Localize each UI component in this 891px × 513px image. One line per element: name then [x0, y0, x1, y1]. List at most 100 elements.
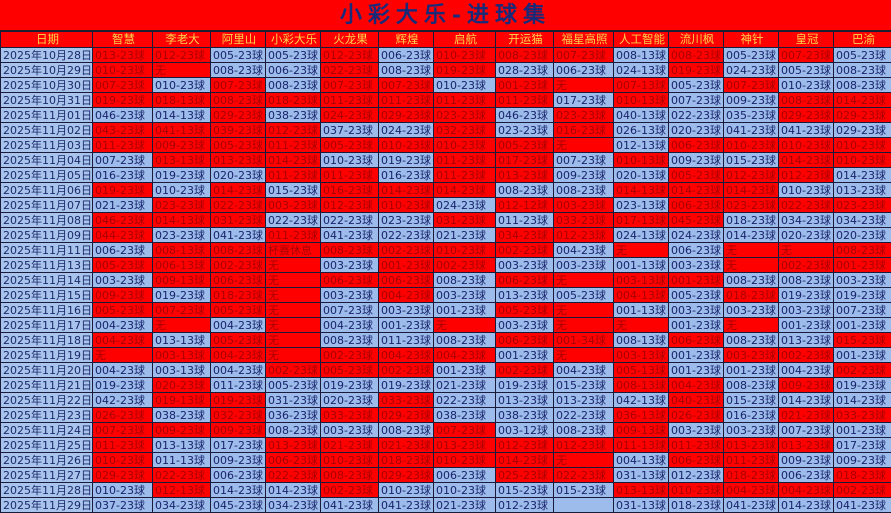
result-cell[interactable]: 006-23球 — [93, 243, 153, 258]
result-cell[interactable]: 033-23球 — [379, 393, 434, 408]
result-cell[interactable]: 038-23球 — [434, 408, 496, 423]
result-cell[interactable]: 021-23球 — [434, 228, 496, 243]
result-cell[interactable]: 040-23球 — [669, 393, 724, 408]
result-cell[interactable]: 003-23球 — [496, 258, 554, 273]
result-cell[interactable]: 014-23球 — [211, 483, 266, 498]
result-cell[interactable]: 005-23球 — [211, 333, 266, 348]
result-cell[interactable]: 007-23球 — [554, 153, 614, 168]
result-cell[interactable]: 014-23球 — [266, 153, 321, 168]
result-cell[interactable]: 008-23球 — [211, 63, 266, 78]
result-cell[interactable]: 010-23球 — [834, 153, 891, 168]
result-cell[interactable]: 015-23球 — [266, 183, 321, 198]
result-cell[interactable]: 012-23球 — [321, 198, 379, 213]
date-cell[interactable]: 2025年11月29日 — [1, 498, 93, 513]
result-cell[interactable]: 014-23球 — [724, 183, 779, 198]
result-cell[interactable]: 001-13球 — [614, 303, 669, 318]
date-cell[interactable]: 2025年11月02日 — [1, 123, 93, 138]
result-cell[interactable]: 029-23球 — [834, 108, 891, 123]
result-cell[interactable]: 020-23球 — [779, 228, 834, 243]
result-cell[interactable]: 005-23球 — [669, 168, 724, 183]
result-cell[interactable]: 012-23球 — [669, 468, 724, 483]
result-cell[interactable]: 034-23球 — [496, 228, 554, 243]
result-cell[interactable]: 011-23球 — [321, 93, 379, 108]
result-cell[interactable]: 无 — [614, 318, 669, 333]
result-cell[interactable]: 001-23球 — [669, 348, 724, 363]
date-cell[interactable]: 2025年11月24日 — [1, 423, 93, 438]
result-cell[interactable]: 032-23球 — [434, 123, 496, 138]
result-cell[interactable]: 005-23球 — [779, 63, 834, 78]
result-cell[interactable]: 014-23球 — [834, 168, 891, 183]
result-cell[interactable]: 008-13球 — [153, 243, 211, 258]
result-cell[interactable]: 010-23球 — [379, 138, 434, 153]
result-cell[interactable]: 006-23球 — [434, 468, 496, 483]
result-cell[interactable]: 042-23球 — [93, 393, 153, 408]
result-cell[interactable]: 015-23球 — [554, 378, 614, 393]
result-cell[interactable]: 无 — [266, 273, 321, 288]
result-cell[interactable]: 012-13球 — [153, 483, 211, 498]
result-cell[interactable]: 005-23球 — [93, 258, 153, 273]
result-cell[interactable]: 034-23球 — [834, 213, 891, 228]
result-cell[interactable]: 023-23球 — [554, 108, 614, 123]
result-cell[interactable]: 010-23球 — [434, 453, 496, 468]
result-cell[interactable]: 022-23球 — [554, 408, 614, 423]
result-cell[interactable]: 007-23球 — [211, 78, 266, 93]
result-cell[interactable]: 012-23球 — [724, 168, 779, 183]
result-cell[interactable]: 038-23球 — [266, 108, 321, 123]
result-cell[interactable]: 022-23球 — [779, 198, 834, 213]
result-cell[interactable]: 002-23球 — [211, 258, 266, 273]
result-cell[interactable]: 019-23球 — [93, 378, 153, 393]
result-cell[interactable]: 018-23球 — [724, 213, 779, 228]
result-cell[interactable]: 无 — [724, 243, 779, 258]
result-cell[interactable]: 029-23球 — [379, 108, 434, 123]
result-cell[interactable]: 008-23球 — [321, 468, 379, 483]
result-cell[interactable]: 009-13球 — [614, 423, 669, 438]
result-cell[interactable]: 012-23球 — [554, 228, 614, 243]
result-cell[interactable]: 013-23球 — [779, 438, 834, 453]
result-cell[interactable]: 014-13球 — [614, 183, 669, 198]
result-cell[interactable]: 006-23球 — [321, 273, 379, 288]
result-cell[interactable]: 009-23球 — [724, 93, 779, 108]
result-cell[interactable]: 003-23球 — [669, 303, 724, 318]
result-cell[interactable]: 010-23球 — [93, 63, 153, 78]
result-cell[interactable]: 015-23球 — [496, 483, 554, 498]
result-cell[interactable]: 011-23球 — [379, 333, 434, 348]
result-cell[interactable]: 010-23球 — [434, 78, 496, 93]
result-cell[interactable]: 004-23球 — [321, 318, 379, 333]
result-cell[interactable]: 019-23球 — [434, 63, 496, 78]
result-cell[interactable]: 008-23球 — [266, 78, 321, 93]
result-cell[interactable]: 014-23球 — [669, 183, 724, 198]
result-cell[interactable]: 013-23球 — [834, 183, 891, 198]
result-cell[interactable]: 008-23球 — [211, 243, 266, 258]
result-cell[interactable]: 024-13球 — [614, 228, 669, 243]
date-cell[interactable]: 2025年11月03日 — [1, 138, 93, 153]
result-cell[interactable]: 008-23球 — [834, 78, 891, 93]
result-cell[interactable]: 035-23球 — [724, 108, 779, 123]
result-cell[interactable]: 001-13球 — [614, 258, 669, 273]
result-cell[interactable]: 004-13球 — [614, 453, 669, 468]
date-cell[interactable]: 2025年11月28日 — [1, 483, 93, 498]
result-cell[interactable]: 001-23球 — [379, 258, 434, 273]
date-cell[interactable]: 2025年10月29日 — [1, 63, 93, 78]
result-cell[interactable]: 012-23球 — [496, 498, 554, 513]
result-cell[interactable]: 011-23球 — [93, 138, 153, 153]
result-cell[interactable]: 011-23球 — [434, 168, 496, 183]
result-cell[interactable]: 010-13球 — [614, 153, 669, 168]
result-cell[interactable]: 029-23球 — [834, 123, 891, 138]
date-cell[interactable]: 2025年11月26日 — [1, 453, 93, 468]
result-cell[interactable]: 012-23球 — [554, 438, 614, 453]
result-cell[interactable]: 006-23球 — [379, 273, 434, 288]
result-cell[interactable]: 006-23球 — [669, 453, 724, 468]
result-cell[interactable]: 001-23球 — [669, 363, 724, 378]
result-cell[interactable]: 008-23球 — [496, 48, 554, 63]
date-cell[interactable]: 2025年11月27日 — [1, 468, 93, 483]
result-cell[interactable]: 无 — [153, 318, 211, 333]
result-cell[interactable]: 009-23球 — [779, 378, 834, 393]
result-cell[interactable] — [554, 498, 614, 513]
result-cell[interactable]: 006-23球 — [379, 48, 434, 63]
result-cell[interactable]: 020-23球 — [211, 168, 266, 183]
result-cell[interactable]: 032-23球 — [211, 408, 266, 423]
result-cell[interactable]: 无 — [724, 258, 779, 273]
result-cell[interactable]: 029-23球 — [779, 108, 834, 123]
result-cell[interactable]: 002-23球 — [266, 363, 321, 378]
result-cell[interactable]: 029-23球 — [379, 408, 434, 423]
